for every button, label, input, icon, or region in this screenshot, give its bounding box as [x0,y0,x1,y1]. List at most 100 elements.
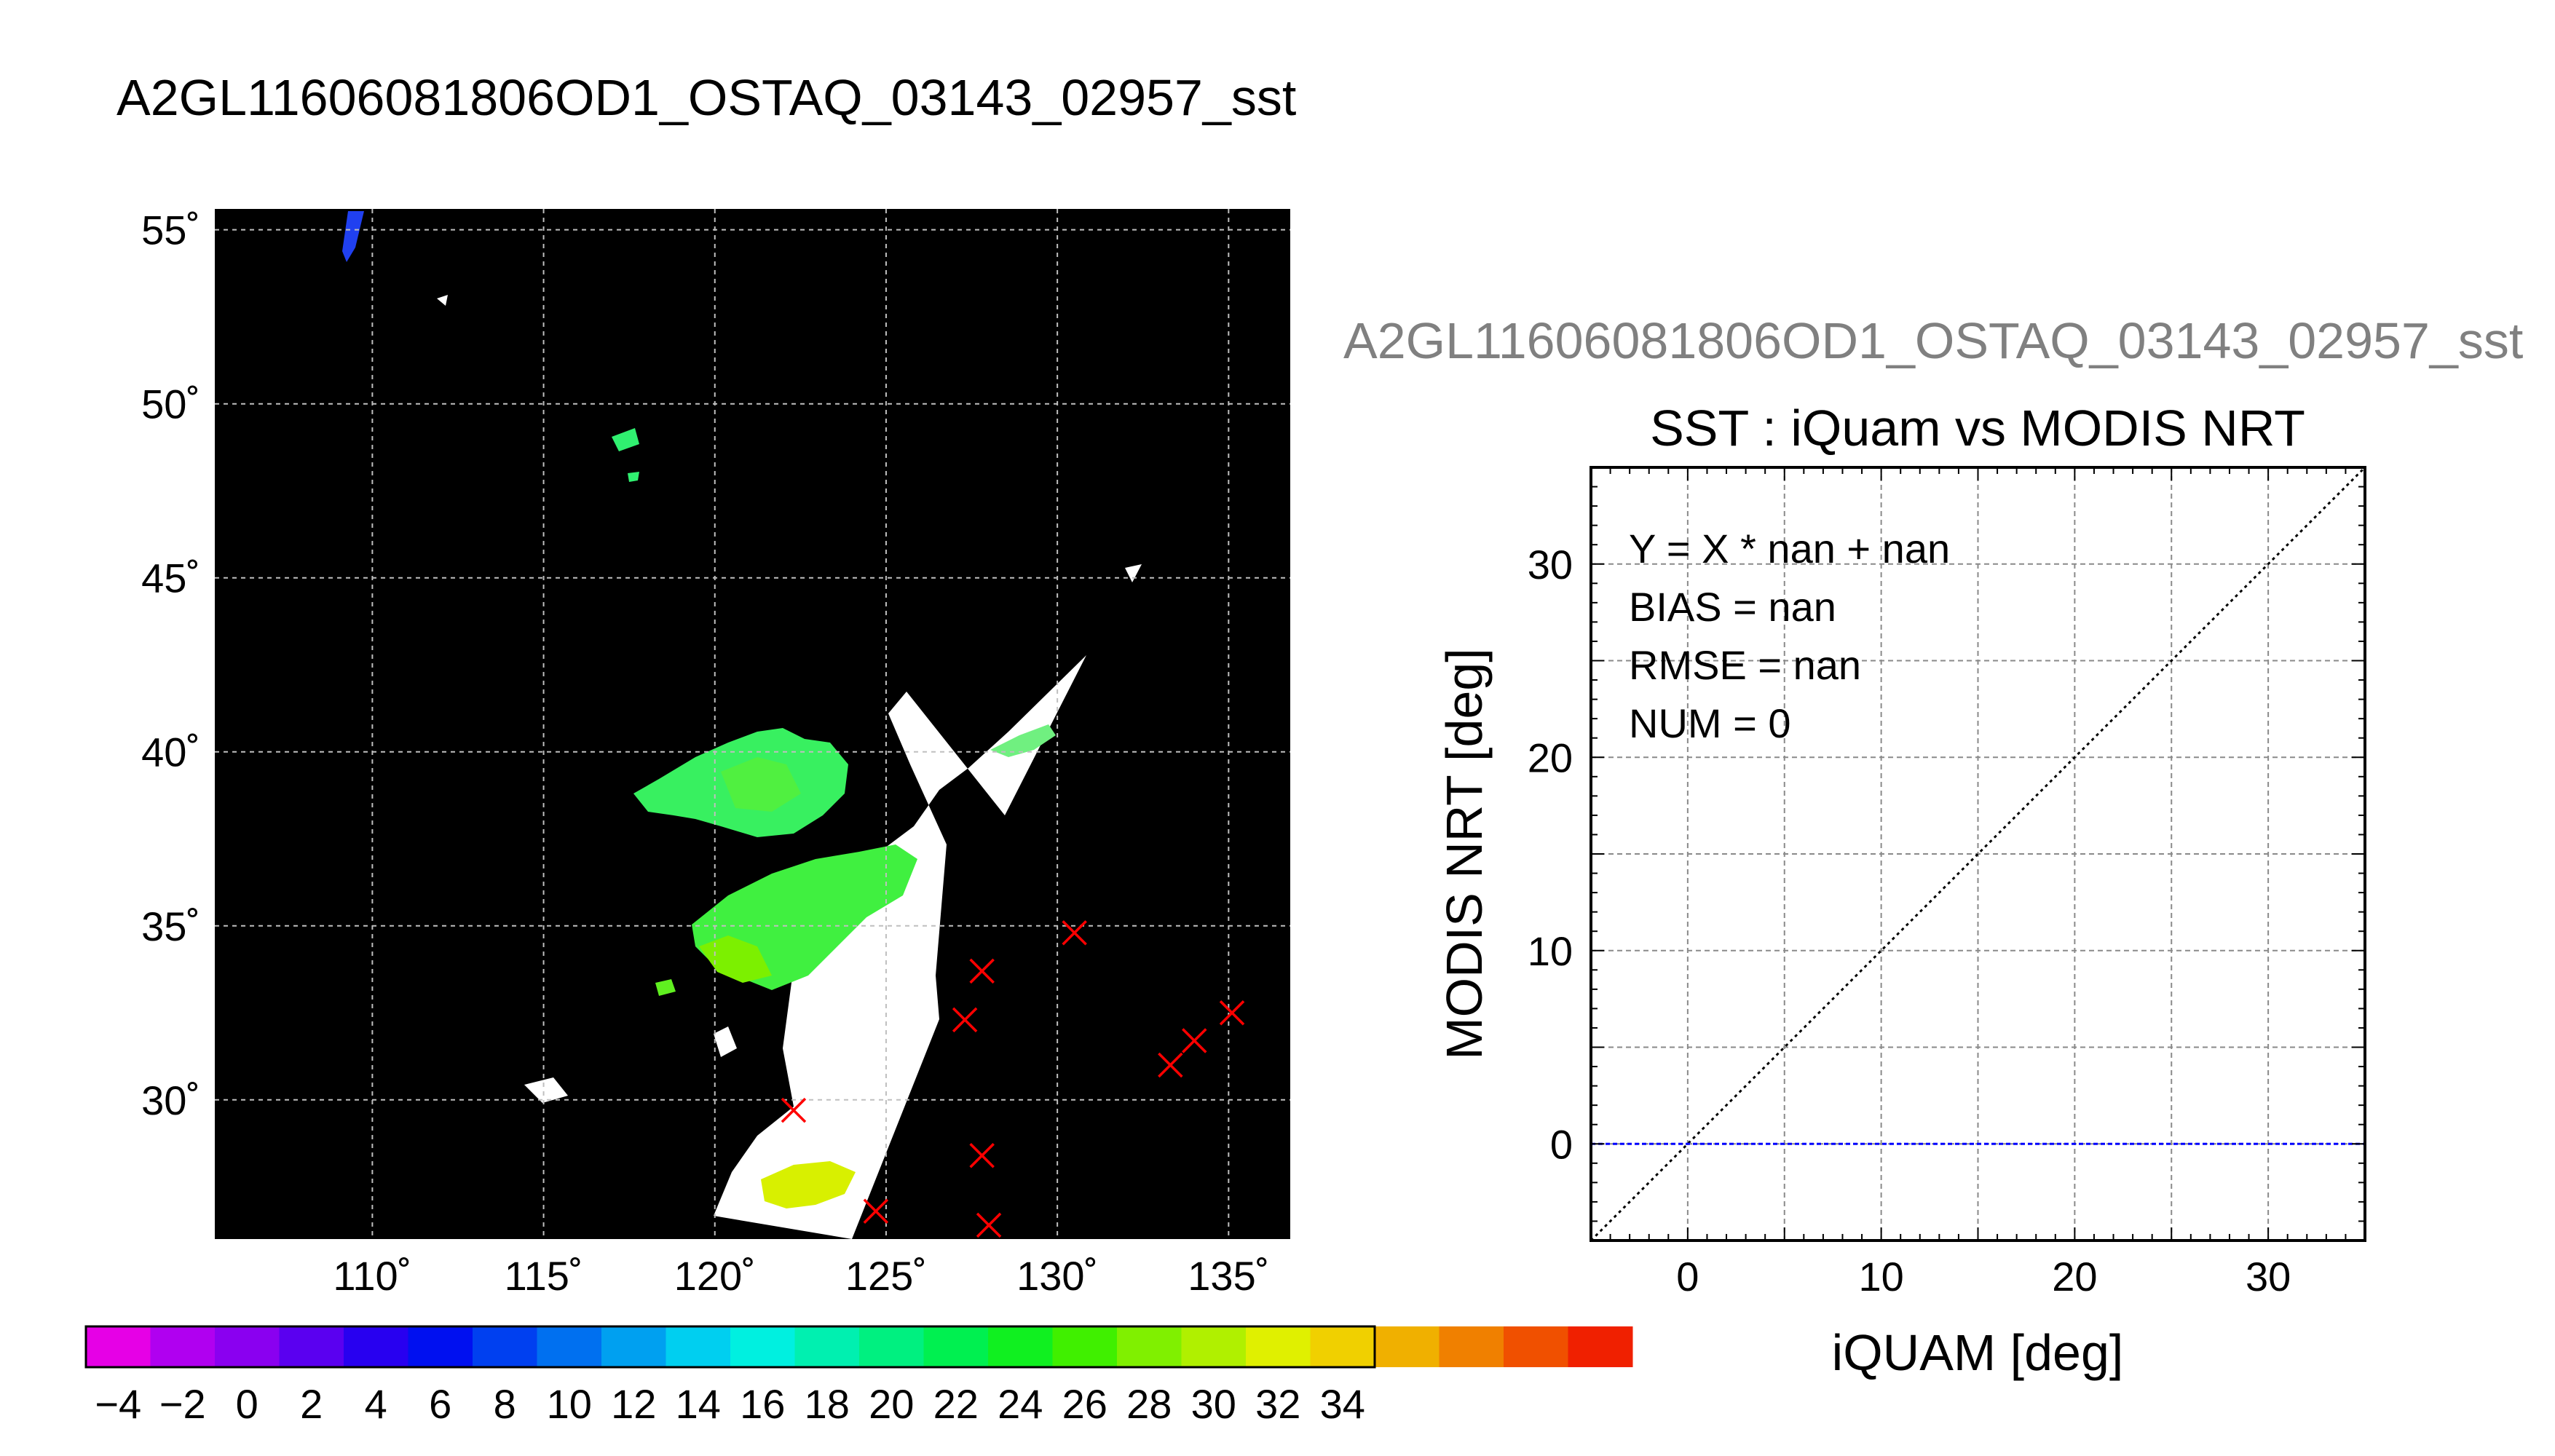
colorbar-tick-label: 18 [805,1381,850,1427]
colorbar-tick-label: 10 [547,1381,592,1427]
scatter-panel: 0 10 20 30 0 10 20 30 Y = X * nan + nan BIAS = n… [1436,466,2366,1381]
scatter-x-tick-label: 20 [2052,1254,2097,1299]
scatter-y-tick-label: 0 [1550,1121,1573,1167]
sst-patch-east-china-sea [761,1161,856,1208]
colorbar-tick-label: 20 [869,1381,914,1427]
scatter-y-tick-label: 30 [1528,542,1573,587]
colorbar-tick-label: 8 [494,1381,516,1427]
stat-annotation: RMSE = nan [1629,642,1861,688]
buoy-marker [969,1143,995,1168]
colorbar-tick-label: 0 [236,1381,258,1427]
sst-patch-small-3 [655,979,676,996]
map-y-tick-label: 40˚ [141,729,200,775]
colorbar-tick-label: 2 [300,1381,323,1427]
scatter-stats: Y = X * nan + nan BIAS = nan RMSE = nan NUM… [1629,526,1950,746]
buoy-marker [781,1097,807,1123]
sst-patch-japan-sea [990,724,1056,757]
colorbar-swatch [344,1326,408,1367]
identity-line [1591,467,2365,1241]
scatter-y-tick-label: 10 [1528,928,1573,974]
x-axis-label: iQUAM [deg] [1832,1324,2124,1381]
buoy-marker [863,1198,889,1224]
cloud-fleck-4 [437,295,448,306]
map-background [215,209,1290,1239]
map-x-tick-label: 110˚ [333,1253,411,1299]
sst-patch-north [342,211,364,262]
map-x-tick-label: 115˚ [505,1253,583,1299]
scatter-x-tick-label: 10 [1858,1254,1903,1299]
colorbar-swatch [1439,1326,1504,1367]
stat-annotation: Y = X * nan + nan [1629,526,1950,571]
map-x-tick-label: 120˚ [674,1253,756,1299]
colorbar-tick-label: 6 [429,1381,451,1427]
colorbar-tick-label: 26 [1062,1381,1107,1427]
buoy-marker [1062,920,1087,946]
colorbar-swatch [794,1326,860,1367]
buoy-marker [976,1212,1002,1238]
colorbar-swatch [859,1326,924,1367]
colorbar-swatch [150,1326,216,1367]
buoy-marker [952,1007,978,1033]
map-x-tick-label: 135˚ [1188,1253,1269,1299]
sst-patch-yellowsea-west [699,935,772,983]
map-panel: 110˚ 115˚ 120˚ 125˚ 130˚ 135˚ 30˚ 35˚ 40˚ 45˚ 50˚ 5… [141,207,1290,1299]
map-y-tick-label: 55˚ [141,207,200,253]
colorbar-tick-label: −2 [159,1381,206,1427]
map-swath [714,655,1086,1239]
colorbar-swatch [537,1326,602,1367]
colorbar-tick-label: 34 [1320,1381,1365,1427]
colorbar-swatch [1504,1326,1568,1367]
sst-patch-small-2 [628,472,639,482]
colorbar-swatch [730,1326,795,1367]
colorbar-swatch [1052,1326,1118,1367]
colorbar-tick-label: 16 [740,1381,785,1427]
map-y-tick-label: 45˚ [141,555,200,601]
scatter-y-tick-label: 20 [1528,735,1573,780]
cloud-fleck-1 [1125,564,1142,582]
cloud-fleck-3 [524,1077,568,1103]
colorbar-swatch [923,1326,989,1367]
colorbar: −4 −2 0 2 4 6 8 10 12 14 16 18 20 22 24 26 28 30 32 34 [84,1325,1633,1427]
scatter-title: SST : iQuam vs MODIS NRT [1650,400,2305,456]
colorbar-swatch [988,1326,1053,1367]
colorbar-tick-label: 30 [1191,1381,1236,1427]
colorbar-tick-label: 24 [998,1381,1043,1427]
colorbar-tick-label: 32 [1255,1381,1300,1427]
map-y-tick-label: 35˚ [141,903,200,949]
map-y-tick-label: 50˚ [141,381,200,427]
colorbar-tick-label: 12 [611,1381,656,1427]
map-markers [781,920,1245,1238]
y-axis-label: MODIS NRT [deg] [1436,648,1493,1059]
colorbar-swatch [279,1326,344,1367]
sst-patch-bohai-inner [721,757,801,812]
colorbar-frame [84,1325,1376,1369]
colorbar-swatch [408,1326,473,1367]
scatter-x-tick-label: 30 [2246,1254,2291,1299]
map-y-tick-label: 30˚ [141,1077,200,1123]
map-x-tick-label: 130˚ [1016,1253,1098,1299]
colorbar-swatch [1181,1326,1247,1367]
colorbar-swatch [1375,1326,1440,1367]
colorbar-tick-label: 14 [676,1381,721,1427]
cloud-fleck-2 [714,1026,737,1057]
stat-annotation: BIAS = nan [1629,584,1836,630]
colorbar-swatch [473,1326,537,1367]
colorbar-swatch [86,1326,151,1367]
scatter-ticks: 0 10 20 30 0 10 20 30 [1528,467,2366,1299]
scatter-x-tick-label: 0 [1676,1254,1699,1299]
map-x-tick-label: 125˚ [845,1253,927,1299]
buoy-marker [969,958,995,984]
buoy-marker [1158,1052,1183,1078]
colorbar-swatch [1568,1326,1633,1367]
sst-patch-small-1 [612,428,639,451]
buoy-marker [1219,1000,1245,1026]
colorbar-swatch [215,1326,280,1367]
stat-annotation: NUM = 0 [1629,700,1791,746]
buoy-marker [1182,1028,1207,1053]
colorbar-tick-label: 4 [365,1381,387,1427]
scatter-header: A2GL11606081806OD1_OSTAQ_03143_02957_sst [1343,312,2523,369]
colorbar-tick-label: 22 [933,1381,979,1427]
colorbar-tick-label: 28 [1126,1381,1172,1427]
map-axis-labels: 110˚ 115˚ 120˚ 125˚ 130˚ 135˚ 30˚ 35˚ 40˚ 45˚ 50˚ 5… [141,207,1269,1299]
